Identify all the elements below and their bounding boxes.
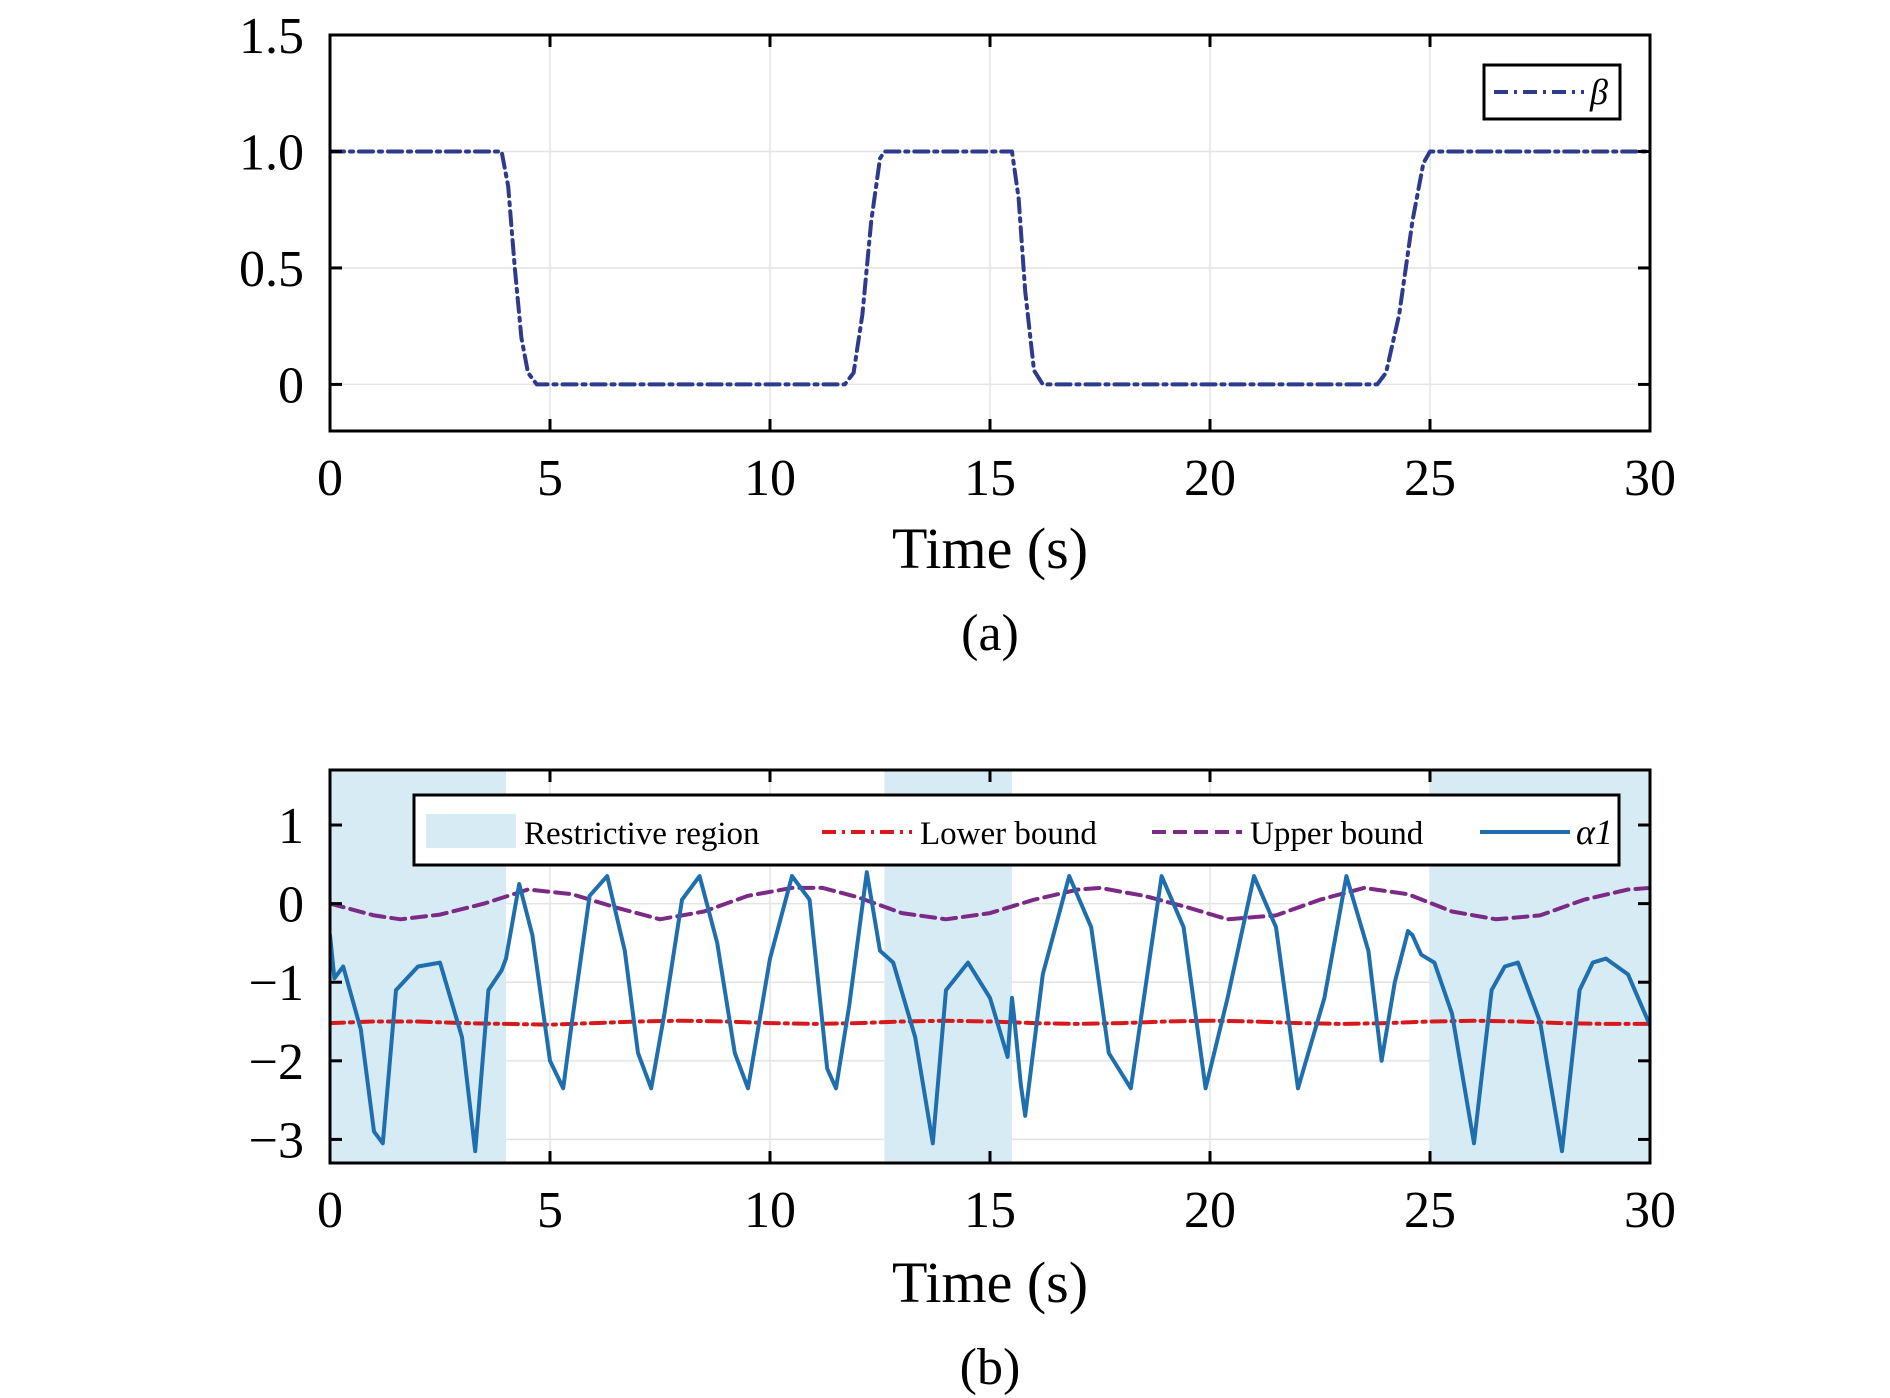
panel-b-xtick-label: 20 <box>1184 1182 1236 1239</box>
panel-a-ticks: 0 5 10 15 20 25 30 0 0.5 1.0 1.5 <box>239 8 1676 507</box>
panel-b-ytick-label: −2 <box>249 1034 304 1091</box>
panel-b-series-line-lower-bound <box>330 1018 1650 1027</box>
panel-b-xtick-label: 15 <box>964 1182 1016 1239</box>
panel-a-xlabel: Time (s) <box>892 516 1088 581</box>
panel-b-ytick-label: 1 <box>278 798 304 855</box>
panel-b-series-line-upper-bound <box>330 885 1650 922</box>
panel-a-xtick-label: 20 <box>1184 450 1236 507</box>
panel-a-ytick-label: 1.5 <box>239 8 304 65</box>
panel-b-legend-label-alpha: α1 <box>1576 812 1613 852</box>
panel-a-series-group <box>330 149 1650 387</box>
panel-a-xtick-label: 25 <box>1404 450 1456 507</box>
panel-a-xtick-label: 5 <box>537 450 563 507</box>
panel-b-xtick-label: 10 <box>744 1182 796 1239</box>
panel-a-caption: (a) <box>961 605 1019 662</box>
panel-b-legend-label-lower: Lower bound <box>920 816 1097 852</box>
panel-a-ytick-label: 0.5 <box>239 241 304 298</box>
panel-a-grid <box>329 34 1651 431</box>
panel-b-series-line-1 <box>330 870 1650 1154</box>
panel-b-ytick-label: 0 <box>278 877 304 934</box>
panel-b-legend-swatch-region <box>426 814 516 848</box>
panel-a-legend-label-beta: β <box>1589 72 1608 112</box>
panel-b-caption: (b) <box>960 1339 1021 1396</box>
panel-b-ytick-label: −1 <box>249 955 304 1012</box>
panel-b-legend: Restrictive region Lower bound Upper bou… <box>412 793 1621 867</box>
panel-b-xtick-label: 25 <box>1404 1182 1456 1239</box>
panel-b-series-group <box>330 870 1650 1154</box>
panel-b-legend-label-upper: Upper bound <box>1250 816 1424 852</box>
panel-a-legend: β <box>1482 63 1622 121</box>
panel-b-ytick-label: −3 <box>249 1112 304 1169</box>
panel-a-xtick-label: 30 <box>1624 450 1676 507</box>
panel-b-legend-label-region: Restrictive region <box>524 816 760 852</box>
panel-b-xlabel: Time (s) <box>892 1250 1088 1315</box>
panel-a-series-line-series <box>330 149 1650 387</box>
panel-b-legend-box <box>412 793 1621 867</box>
panel-a-xtick-label: 0 <box>317 450 343 507</box>
panel-a-xtick-label: 10 <box>744 450 796 507</box>
panel-b-xtick-label: 30 <box>1624 1182 1676 1239</box>
panel-b-xtick-label: 0 <box>317 1182 343 1239</box>
panel-b-xtick-label: 5 <box>537 1182 563 1239</box>
panel-a-xtick-label: 15 <box>964 450 1016 507</box>
panel-a-chart: 0 5 10 15 20 25 30 0 0.5 1.0 1.5 Time (s) (a) β <box>239 8 1676 662</box>
panel-a-ytick-label: 1.0 <box>239 124 304 181</box>
panel-a-ytick-label: 0 <box>278 357 304 414</box>
